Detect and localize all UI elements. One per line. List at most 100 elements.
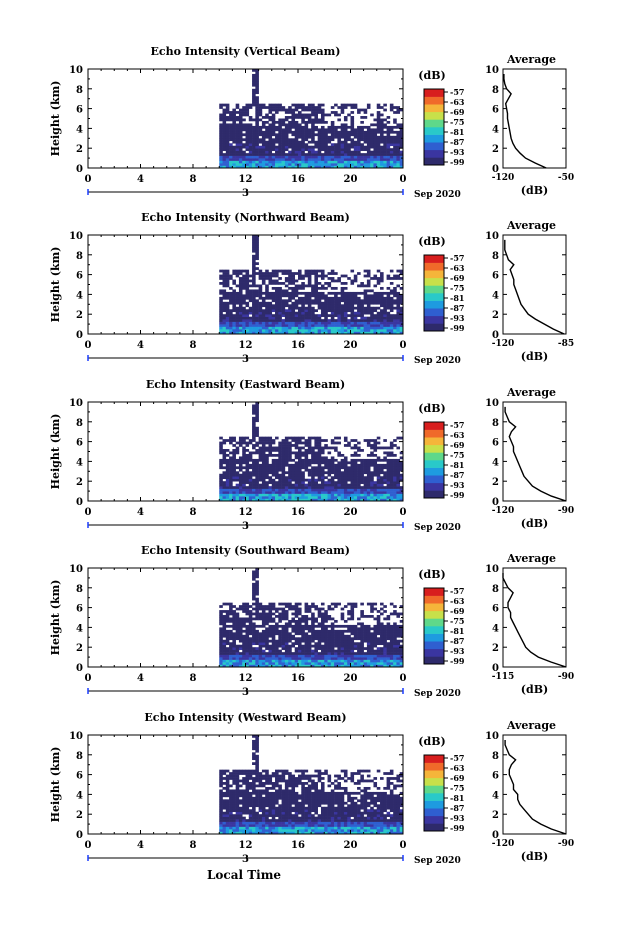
echo-cell	[350, 155, 355, 159]
echo-cell	[291, 274, 296, 278]
echo-cell	[353, 463, 358, 467]
echo-cell	[258, 133, 263, 137]
echo-cell	[386, 299, 391, 303]
echo-cell	[258, 654, 263, 658]
echo-cell	[343, 488, 348, 492]
echo-cell	[393, 140, 397, 144]
echo-cell	[298, 160, 302, 164]
echo-cell	[357, 130, 361, 134]
echo-cell	[232, 150, 236, 154]
echo-cell	[366, 483, 371, 487]
echo-cell	[366, 304, 371, 308]
echo-cell	[363, 133, 368, 137]
echo-cell	[242, 299, 246, 303]
echo-cell	[265, 160, 269, 164]
echo-cell	[376, 319, 381, 322]
echo-cell	[373, 657, 378, 660]
echo-cell	[229, 602, 233, 606]
echo-cell	[238, 657, 243, 660]
echo-cell	[255, 481, 259, 484]
echo-cell	[284, 163, 289, 166]
echo-cell	[255, 81, 259, 85]
echo-cell	[288, 647, 292, 650]
echo-cell	[225, 639, 230, 643]
echo-cell	[389, 483, 394, 487]
echo-cell	[396, 150, 401, 154]
y-tick-label: 4	[76, 290, 83, 301]
echo-cell	[307, 642, 312, 646]
echo-cell	[225, 496, 230, 499]
echo-cell	[366, 466, 371, 470]
echo-cell	[317, 622, 322, 626]
echo-cell	[350, 321, 355, 325]
echo-cell	[261, 446, 266, 450]
echo-cell	[301, 316, 305, 320]
echo-cell	[271, 113, 276, 117]
echo-cell	[255, 86, 259, 90]
echo-cell	[350, 439, 355, 442]
echo-cell	[235, 163, 240, 166]
echo-cell	[288, 473, 292, 477]
echo-cell	[245, 463, 250, 467]
echo-cell	[327, 155, 332, 159]
echo-cell	[330, 602, 335, 606]
echo-cell	[383, 148, 387, 151]
echo-cell	[307, 118, 312, 122]
echo-cell	[281, 331, 286, 335]
echo-cell	[258, 602, 263, 606]
echo-cell	[373, 331, 378, 335]
echo-cell	[242, 624, 246, 628]
echo-cell	[370, 496, 374, 499]
echo-cell	[258, 659, 263, 663]
echo-cell	[370, 123, 374, 127]
echo-cell	[255, 148, 259, 151]
echo-cell	[389, 451, 394, 455]
echo-cell	[245, 289, 250, 293]
echo-cell	[347, 486, 351, 489]
echo-cell	[275, 642, 279, 646]
echo-cell	[265, 145, 269, 149]
echo-cell	[334, 155, 338, 159]
echo-cell	[252, 282, 256, 285]
echo-cell	[232, 491, 236, 494]
echo-cell	[396, 111, 401, 114]
echo-cell	[317, 491, 322, 494]
echo-cell	[261, 163, 266, 166]
echo-cell	[343, 138, 348, 142]
echo-cell	[268, 153, 273, 156]
echo-cell	[268, 629, 273, 633]
echo-cell	[386, 483, 391, 487]
echo-cell	[330, 481, 335, 484]
echo-cell	[386, 148, 391, 151]
echo-cell	[383, 458, 387, 462]
echo-cell	[386, 458, 391, 462]
echo-cell	[389, 304, 394, 308]
echo-cell	[275, 319, 279, 322]
echo-cell	[304, 135, 309, 139]
echo-cell	[284, 471, 289, 475]
echo-cell	[222, 491, 227, 494]
echo-cell	[238, 116, 243, 119]
echo-cell	[343, 165, 348, 169]
echo-cell	[314, 111, 318, 114]
echo-cell	[363, 289, 368, 293]
echo-cell	[307, 145, 312, 149]
echo-cell	[380, 160, 384, 164]
echo-cell	[340, 634, 345, 638]
echo-cell	[248, 128, 253, 132]
echo-cell	[255, 634, 259, 638]
echo-cell	[235, 471, 240, 475]
echo-cell	[399, 306, 404, 310]
echo-cell	[340, 458, 345, 462]
echo-cell	[225, 619, 230, 623]
echo-cell	[238, 289, 243, 293]
echo-cell	[307, 272, 312, 275]
echo-cell	[307, 103, 312, 107]
echo-cell	[298, 148, 302, 151]
echo-cell	[278, 617, 282, 621]
echo-cell	[242, 476, 246, 480]
echo-cell	[245, 148, 250, 151]
echo-cell	[376, 478, 381, 482]
echo-cell	[304, 116, 309, 119]
echo-cell	[399, 324, 404, 327]
